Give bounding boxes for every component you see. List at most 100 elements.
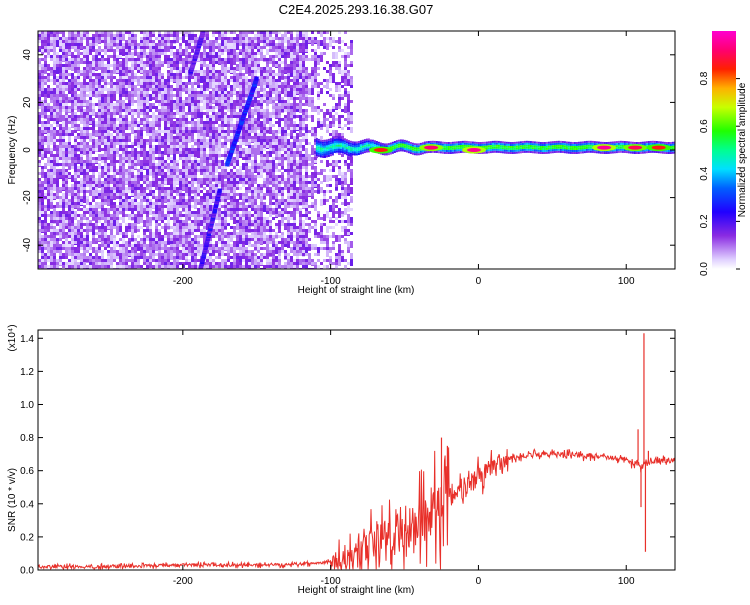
- heatmap-cell: [260, 196, 263, 203]
- heatmap-cell: [38, 100, 41, 103]
- heatmap-cell: [125, 91, 128, 94]
- heatmap-cell: [83, 247, 86, 250]
- heatmap-cell: [161, 85, 164, 88]
- heatmap-cell: [59, 49, 62, 52]
- heatmap-cell: [155, 238, 158, 241]
- heatmap-cell: [239, 229, 242, 236]
- heatmap-cell: [89, 148, 92, 151]
- heatmap-cell: [41, 58, 44, 61]
- heatmap-cell: [260, 34, 263, 41]
- heatmap-cell: [71, 73, 74, 76]
- heatmap-cell: [224, 193, 227, 196]
- heatmap-cell: [197, 160, 200, 163]
- heatmap-cell: [212, 157, 215, 160]
- heatmap-cell: [179, 46, 182, 49]
- heatmap-cell: [248, 196, 251, 199]
- heatmap-cell: [245, 220, 248, 223]
- heatmap-cell: [95, 49, 98, 52]
- heatmap-cell: [113, 181, 116, 184]
- heatmap-cell: [125, 199, 128, 202]
- heatmap-cell: [260, 241, 263, 244]
- heatmap-cell: [74, 31, 77, 34]
- heatmap-cell: [77, 169, 80, 172]
- heatmap-cell: [110, 178, 113, 181]
- heatmap-cell: [98, 139, 101, 142]
- heatmap-cell: [149, 181, 152, 184]
- heatmap-cell: [116, 205, 119, 208]
- heatmap-cell: [200, 139, 203, 142]
- heatmap-cell: [170, 163, 173, 166]
- heatmap-cell: [95, 133, 98, 136]
- heatmap-cell: [209, 40, 212, 43]
- heatmap-cell: [59, 262, 62, 265]
- heatmap-cell: [212, 166, 215, 169]
- heatmap-cell: [77, 172, 80, 175]
- heatmap-cell: [74, 163, 77, 166]
- heatmap-cell: [263, 79, 266, 82]
- heatmap-cell: [152, 166, 155, 173]
- heatmap-cell: [98, 91, 101, 94]
- heatmap-cell: [221, 103, 224, 106]
- heatmap-cell: [41, 34, 44, 37]
- heatmap-cell: [149, 256, 152, 259]
- heatmap-cell: [197, 85, 200, 88]
- heatmap-cell: [83, 223, 86, 226]
- heatmap-cell: [155, 259, 158, 262]
- heatmap-cell: [233, 124, 236, 127]
- heatmap-cell: [56, 202, 59, 205]
- heatmap-cell: [212, 151, 215, 154]
- heatmap-cell: [68, 52, 71, 55]
- heatmap-cell: [218, 91, 221, 94]
- heatmap-cell: [38, 193, 41, 196]
- heatmap-cell: [110, 241, 113, 244]
- heatmap-cell: [248, 109, 251, 112]
- heatmap-cell: [125, 79, 128, 82]
- heatmap-cell: [164, 223, 167, 226]
- heatmap-cell: [119, 79, 122, 82]
- heatmap-cell: [161, 109, 164, 112]
- heatmap-cell: [68, 193, 71, 196]
- heatmap-cell: [188, 100, 191, 103]
- heatmap-cell: [251, 208, 254, 211]
- heatmap-cell: [257, 205, 260, 208]
- heatmap-cell: [164, 79, 167, 86]
- heatmap-cell: [242, 211, 245, 214]
- heatmap-cell: [152, 151, 155, 154]
- heatmap-cell: [170, 106, 173, 109]
- heatmap-cell: [137, 55, 140, 58]
- heatmap-cell: [134, 133, 137, 136]
- heatmap-cell: [188, 223, 191, 226]
- heatmap-cell: [209, 244, 212, 247]
- heatmap-cell: [197, 166, 200, 169]
- heatmap-cell: [203, 82, 206, 85]
- heatmap-cell: [245, 223, 248, 226]
- heatmap-cell: [251, 202, 254, 205]
- heatmap-cell: [83, 160, 86, 163]
- heatmap-cell: [227, 55, 230, 58]
- heatmap-cell: [254, 229, 257, 232]
- heatmap-cell: [38, 259, 41, 262]
- heatmap-cell: [47, 52, 50, 55]
- heatmap-cell: [86, 151, 89, 154]
- heatmap-cell: [104, 112, 107, 115]
- heatmap-cell: [110, 31, 113, 34]
- heatmap-cell: [41, 49, 44, 52]
- heatmap-cell: [137, 259, 140, 262]
- heatmap-cell: [254, 157, 257, 160]
- heatmap-cell: [128, 190, 131, 193]
- heatmap-cell: [41, 40, 44, 43]
- heatmap-cell: [239, 139, 242, 142]
- heatmap-cell: [128, 52, 131, 55]
- heatmap-cell: [257, 151, 260, 154]
- heatmap-cell: [44, 139, 47, 142]
- heatmap-cell: [158, 34, 161, 37]
- heatmap-cell: [62, 88, 65, 91]
- heatmap-cell: [104, 79, 107, 82]
- heatmap-cell: [125, 88, 128, 91]
- heatmap-cell: [191, 109, 194, 112]
- heatmap-cell: [44, 223, 47, 226]
- heatmap-cell: [215, 112, 218, 115]
- heatmap-cell: [92, 217, 95, 220]
- heatmap-cell: [182, 37, 185, 40]
- heatmap-cell: [86, 67, 89, 70]
